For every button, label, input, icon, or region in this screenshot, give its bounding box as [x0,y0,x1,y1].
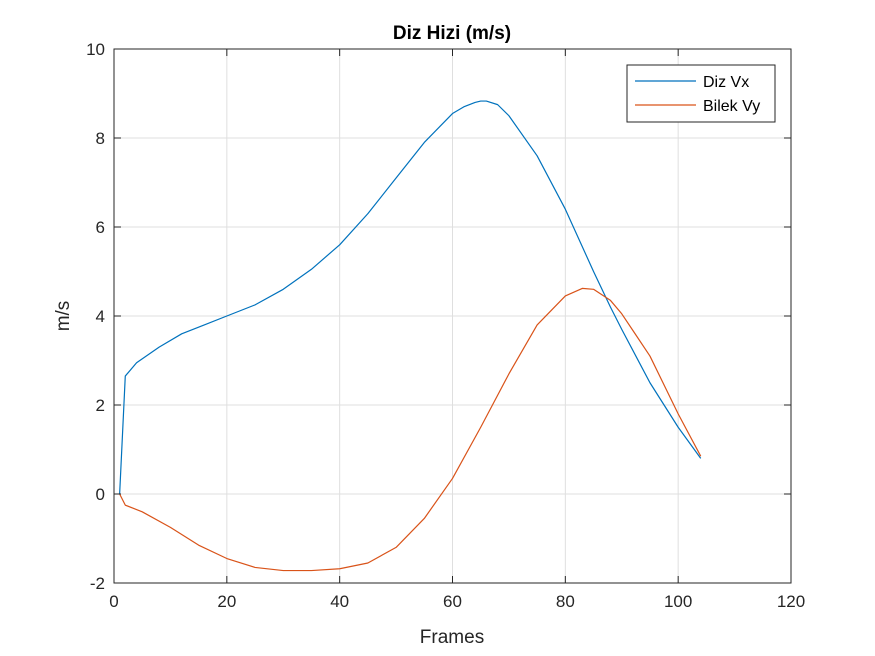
series-line-1 [119,100,702,495]
y-tick-label: 0 [96,485,105,504]
legend-box [626,64,776,123]
x-axis-label: Frames [420,627,484,648]
x-tick-label: 60 [443,592,462,611]
y-tick-label: -2 [90,574,105,593]
x-tick-label: 120 [777,592,805,611]
legend-label-2: Bilek Vy [703,98,760,115]
y-tick-label: 2 [96,396,105,415]
y-axis-label: m/s [53,301,74,332]
legend-label-1: Diz Vx [703,74,749,91]
x-tick-label: 0 [109,592,118,611]
chart-title: Diz Hizi (m/s) [393,23,511,44]
x-tick-label: 100 [664,592,692,611]
series-layer [119,100,702,572]
series-line-2 [119,287,702,572]
y-tick-label: 6 [96,218,105,237]
y-tick-label: 8 [96,129,105,148]
x-tick-label: 20 [217,592,236,611]
y-tick-label: 4 [96,307,105,326]
legend: Diz Vx Bilek Vy [626,64,776,123]
x-tick-label: 80 [556,592,575,611]
x-tick-label: 40 [330,592,349,611]
y-tick-label: 10 [86,40,105,59]
